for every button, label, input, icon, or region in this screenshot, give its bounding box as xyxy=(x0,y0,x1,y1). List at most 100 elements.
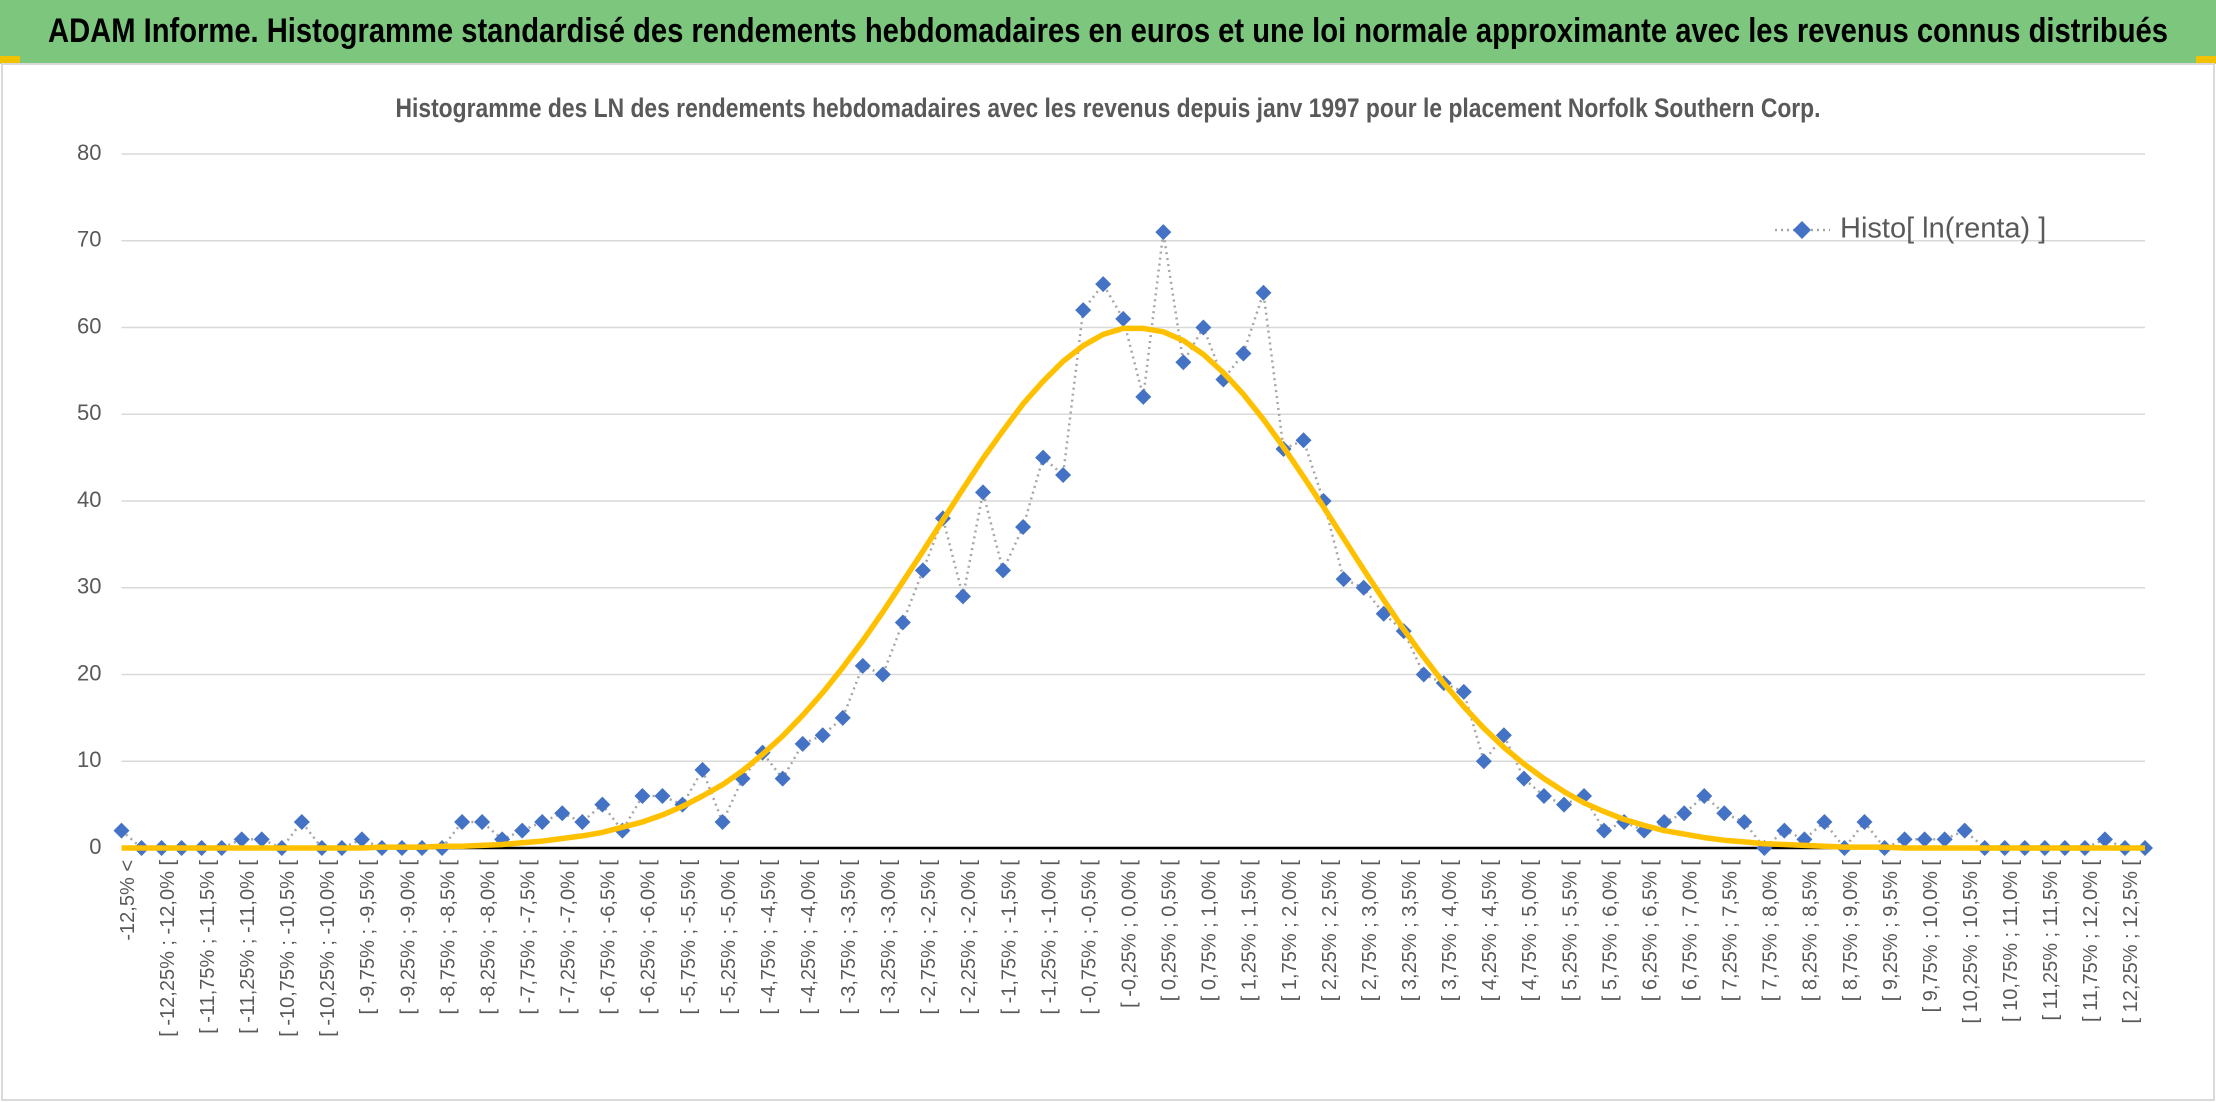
marker xyxy=(634,787,651,804)
marker xyxy=(1936,831,1953,848)
x-tick-label: [ -9,75% ; -9,5% [ xyxy=(357,860,379,1015)
marker xyxy=(454,813,471,830)
x-tick-label: [ -5,75% ; -5,5% [ xyxy=(678,860,700,1015)
marker xyxy=(514,822,531,839)
y-tick-label: 50 xyxy=(77,400,101,425)
y-tick-label: 80 xyxy=(77,140,101,165)
marker xyxy=(794,735,811,752)
marker xyxy=(1816,813,1833,830)
legend-marker xyxy=(1793,221,1811,239)
marker xyxy=(1596,822,1613,839)
marker xyxy=(1896,831,1913,848)
marker xyxy=(1916,831,1933,848)
x-tick-label: [ 10,75% ; 11,0% [ xyxy=(2000,860,2022,1022)
marker xyxy=(1676,805,1693,822)
x-tick-label: [ 1,75% ; 2,0% [ xyxy=(1279,860,1301,1002)
marker xyxy=(714,813,731,830)
x-tick-label: [ 8,75% ; 9,0% [ xyxy=(1840,860,1862,1002)
x-tick-label: [ -6,25% ; -6,0% [ xyxy=(638,860,660,1015)
x-tick-label: [ -10,75% ; -10,5% [ xyxy=(277,860,299,1037)
marker xyxy=(1075,302,1092,319)
marker xyxy=(1035,449,1052,466)
x-tick-label: [ -11,75% ; -11,5% [ xyxy=(197,860,219,1034)
x-tick-label: [ -3,75% ; -3,5% [ xyxy=(838,860,860,1015)
marker xyxy=(1155,224,1172,241)
plot: 0 10 20 30 40 50 60 70 80 -12,5% < [ -12,25% ; -12… xyxy=(77,140,2153,1037)
x-tick-label: [ 6,75% ; 7,0% [ xyxy=(1679,860,1701,1002)
marker xyxy=(974,484,991,501)
marker xyxy=(1255,284,1272,301)
x-tick-label: [ 3,25% ; 3,5% [ xyxy=(1399,860,1421,1002)
marker xyxy=(1335,571,1352,588)
marker xyxy=(293,813,310,830)
normal-curve xyxy=(121,325,2145,851)
corner-mark xyxy=(2196,56,2216,64)
marker xyxy=(1515,770,1532,787)
y-tick-label: 20 xyxy=(77,660,101,685)
x-tick-label: [ -9,25% ; -9,0% [ xyxy=(397,860,419,1015)
marker xyxy=(774,770,791,787)
marker xyxy=(814,727,831,744)
x-tick-label: [ -10,25% ; -10,0% [ xyxy=(317,860,339,1037)
y-tick-label: 60 xyxy=(77,313,101,338)
chart-frame xyxy=(1,63,2215,1101)
x-tick-label: [ -0,75% ; -0,5% [ xyxy=(1078,860,1100,1015)
marker xyxy=(574,813,591,830)
x-tick-label: [ 8,25% ; 8,5% [ xyxy=(1800,860,1822,1002)
marker xyxy=(1015,519,1032,536)
x-tick-label: [ -2,25% ; -2,0% [ xyxy=(958,860,980,1015)
marker xyxy=(534,813,551,830)
marker xyxy=(594,796,611,813)
chart-title: Histogramme des LN des rendements hebdom… xyxy=(396,93,1821,123)
marker xyxy=(1455,683,1472,700)
x-tick-label: [ 9,25% ; 9,5% [ xyxy=(1880,860,1902,1002)
marker xyxy=(1475,753,1492,770)
marker xyxy=(654,787,671,804)
x-tick-label: [ 3,75% ; 4,0% [ xyxy=(1439,860,1461,1002)
x-tick-label: [ 4,25% ; 4,5% [ xyxy=(1479,860,1501,1002)
x-tick-label: [ -12,25% ; -12,0% [ xyxy=(157,860,179,1037)
marker xyxy=(1956,822,1973,839)
header-band xyxy=(0,0,2216,64)
marker xyxy=(1135,388,1152,405)
x-tick-label: [ 12,25% ; 12,5% [ xyxy=(2120,860,2142,1024)
marker xyxy=(1776,822,1793,839)
y-tick-label: 70 xyxy=(77,227,101,252)
corner-mark xyxy=(0,56,20,64)
marker xyxy=(554,805,571,822)
x-tick-label: -12,5% < xyxy=(117,860,139,941)
x-tick-label: [ 7,25% ; 7,5% [ xyxy=(1720,860,1742,1002)
x-tick-label: [ -7,25% ; -7,0% [ xyxy=(558,860,580,1015)
x-tick-label: [ 9,75% ; 10,0% [ xyxy=(1920,860,1942,1013)
marker xyxy=(1555,796,1572,813)
x-tick-label: [ 7,75% ; 8,0% [ xyxy=(1760,860,1782,1002)
marker xyxy=(1295,432,1312,449)
marker xyxy=(1856,813,1873,830)
marker xyxy=(233,831,250,848)
legend-label: Histo[ ln(renta) ] xyxy=(1840,213,2046,245)
marker xyxy=(2096,831,2113,848)
marker xyxy=(113,822,130,839)
marker xyxy=(834,709,851,726)
marker xyxy=(353,831,370,848)
x-tick-label: [ -7,75% ; -7,5% [ xyxy=(517,860,539,1015)
x-tick-label: [ -5,25% ; -5,0% [ xyxy=(718,860,740,1015)
x-tick-label: [ -1,75% ; -1,5% [ xyxy=(998,860,1020,1015)
x-tick-label: [ -2,75% ; -2,5% [ xyxy=(918,860,940,1015)
x-tick-label: [ 0,25% ; 0,5% [ xyxy=(1159,860,1181,1002)
marker xyxy=(1415,666,1432,683)
marker xyxy=(874,666,891,683)
x-tick-label: [ 4,75% ; 5,0% [ xyxy=(1519,860,1541,1002)
y-tick-label: 30 xyxy=(77,574,101,599)
marker xyxy=(253,831,270,848)
marker xyxy=(854,657,871,674)
x-tick-label: [ 1,25% ; 1,5% [ xyxy=(1239,860,1261,1002)
x-tick-label: [ 11,75% ; 12,0% [ xyxy=(2080,860,2102,1022)
x-tick-label: [ 2,75% ; 3,0% [ xyxy=(1359,860,1381,1002)
marker xyxy=(1736,813,1753,830)
x-tick-label: [ 6,25% ; 6,5% [ xyxy=(1639,860,1661,1002)
marker xyxy=(894,614,911,631)
marker xyxy=(1355,579,1372,596)
x-tick-label: [ -3,25% ; -3,0% [ xyxy=(878,860,900,1015)
